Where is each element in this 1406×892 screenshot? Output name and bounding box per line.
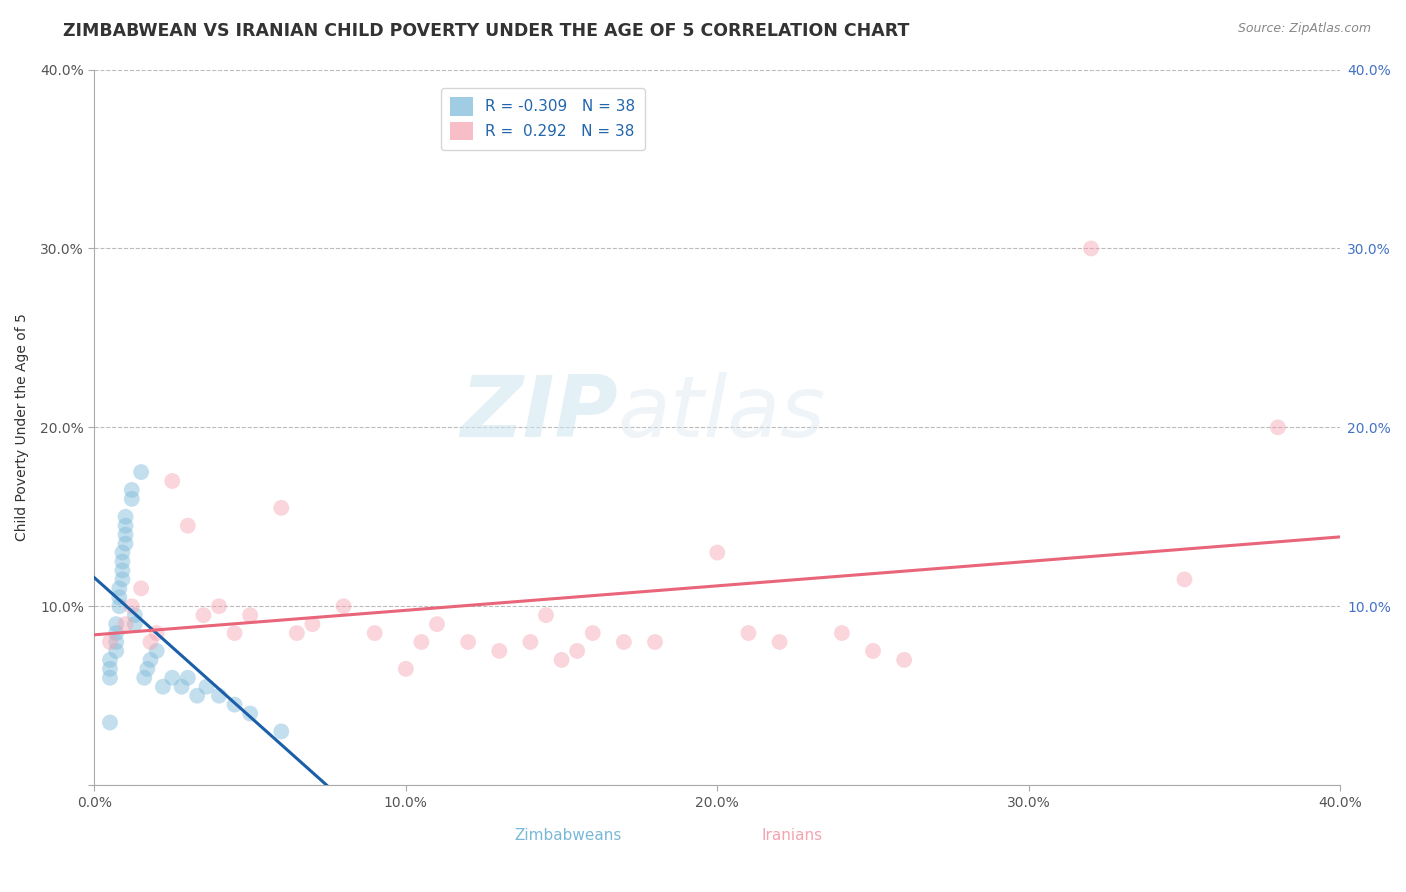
Point xyxy=(98,653,121,667)
Point xyxy=(613,635,636,649)
Point xyxy=(108,599,131,614)
Point xyxy=(114,518,136,533)
Point xyxy=(239,706,262,721)
Point xyxy=(124,608,146,623)
Point xyxy=(1080,242,1102,256)
Point xyxy=(195,680,218,694)
Point xyxy=(224,698,246,712)
Point xyxy=(208,599,231,614)
Text: atlas: atlas xyxy=(617,372,825,455)
Text: ZIP: ZIP xyxy=(460,372,617,455)
Point xyxy=(534,608,557,623)
Point xyxy=(831,626,853,640)
Point xyxy=(270,500,292,515)
Point xyxy=(145,644,167,658)
Point xyxy=(644,635,666,649)
Point xyxy=(124,617,146,632)
Point xyxy=(177,518,200,533)
Point xyxy=(98,715,121,730)
Point xyxy=(121,599,143,614)
Point xyxy=(136,662,159,676)
Point xyxy=(488,644,510,658)
Point xyxy=(893,653,915,667)
Text: Iranians: Iranians xyxy=(762,828,823,843)
Point xyxy=(224,626,246,640)
Point xyxy=(301,617,323,632)
Point xyxy=(208,689,231,703)
Point xyxy=(105,617,128,632)
Point xyxy=(108,591,131,605)
Point xyxy=(862,644,884,658)
Point xyxy=(426,617,449,632)
Point xyxy=(519,635,541,649)
Point xyxy=(139,653,162,667)
Point xyxy=(111,564,134,578)
Point xyxy=(170,680,193,694)
Point xyxy=(108,582,131,596)
Point xyxy=(457,635,479,649)
Point xyxy=(1173,573,1195,587)
Point xyxy=(129,465,152,479)
Point xyxy=(105,635,128,649)
Point xyxy=(270,724,292,739)
Point xyxy=(239,608,262,623)
Point xyxy=(737,626,759,640)
Point xyxy=(105,644,128,658)
Point xyxy=(98,635,121,649)
Point xyxy=(121,483,143,497)
Point xyxy=(193,608,215,623)
Point xyxy=(105,626,128,640)
Point xyxy=(285,626,308,640)
Legend: R = -0.309   N = 38, R =  0.292   N = 38: R = -0.309 N = 38, R = 0.292 N = 38 xyxy=(441,88,645,150)
Point xyxy=(152,680,174,694)
Point xyxy=(565,644,588,658)
Point xyxy=(768,635,790,649)
Point xyxy=(162,474,184,488)
Point xyxy=(145,626,167,640)
Point xyxy=(114,509,136,524)
Point xyxy=(706,545,728,559)
Point xyxy=(134,671,156,685)
Point xyxy=(111,573,134,587)
Point xyxy=(121,491,143,506)
Y-axis label: Child Poverty Under the Age of 5: Child Poverty Under the Age of 5 xyxy=(15,313,30,541)
Point xyxy=(111,554,134,568)
Point xyxy=(114,617,136,632)
Point xyxy=(114,527,136,541)
Point xyxy=(162,671,184,685)
Point xyxy=(1267,420,1289,434)
Point xyxy=(139,635,162,649)
Point xyxy=(111,545,134,559)
Point xyxy=(364,626,387,640)
Point xyxy=(582,626,605,640)
Point xyxy=(550,653,572,667)
Point xyxy=(177,671,200,685)
Point xyxy=(395,662,418,676)
Point xyxy=(129,582,152,596)
Text: Source: ZipAtlas.com: Source: ZipAtlas.com xyxy=(1237,22,1371,36)
Point xyxy=(411,635,433,649)
Point xyxy=(186,689,208,703)
Point xyxy=(98,671,121,685)
Text: ZIMBABWEAN VS IRANIAN CHILD POVERTY UNDER THE AGE OF 5 CORRELATION CHART: ZIMBABWEAN VS IRANIAN CHILD POVERTY UNDE… xyxy=(63,22,910,40)
Point xyxy=(98,662,121,676)
Point xyxy=(114,536,136,550)
Point xyxy=(332,599,354,614)
Text: Zimbabweans: Zimbabweans xyxy=(515,828,621,843)
